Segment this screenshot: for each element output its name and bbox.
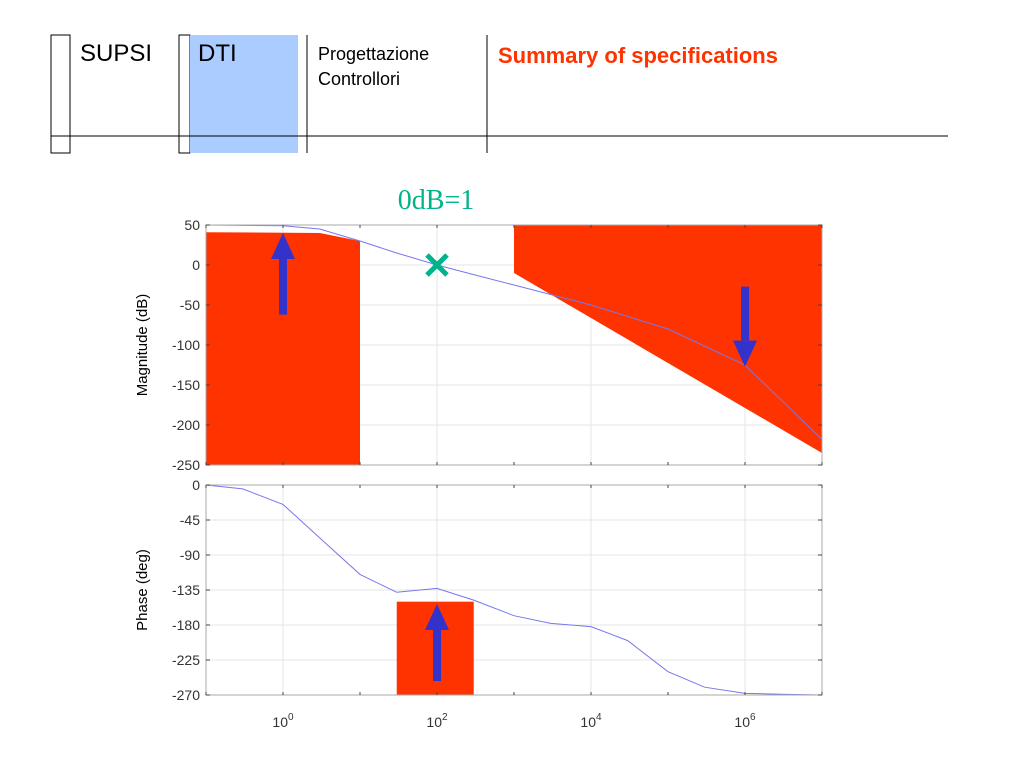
institution-label: SUPSI xyxy=(80,40,153,67)
cross-icon-stroke-b xyxy=(425,253,449,277)
phase-ytick-label: -225 xyxy=(172,652,200,668)
department-label: DTI xyxy=(198,40,237,67)
phase-ytick-label: -90 xyxy=(180,547,200,563)
magnitude-up-arrow-shaft xyxy=(279,259,287,315)
magnitude-series-line xyxy=(205,224,823,440)
magnitude-down-arrow-shaft xyxy=(741,286,749,341)
phase-ytick-label: -270 xyxy=(172,687,200,703)
cross-icon xyxy=(425,253,449,277)
magnitude-ytick-label: -200 xyxy=(172,417,200,433)
magnitude-up-arrow xyxy=(271,233,295,315)
magnitude-constraint-region-1 xyxy=(514,225,822,453)
xtick-label: 102 xyxy=(426,712,448,730)
magnitude-ytick-label: 50 xyxy=(184,217,200,233)
xtick-label: 100 xyxy=(272,712,294,730)
xtick-label: 104 xyxy=(580,712,602,730)
annotation-label: 0dB=1 xyxy=(398,185,474,216)
dti-highlight xyxy=(190,35,298,153)
xtick-label: 106 xyxy=(734,712,756,730)
magnitude-down-arrow-head xyxy=(733,340,757,367)
slide-title: Summary of specifications xyxy=(498,43,778,68)
magnitude-ytick-label: 0 xyxy=(192,257,200,273)
magnitude-ytick-label: -150 xyxy=(172,377,200,393)
phase-up-arrow-shaft xyxy=(433,630,441,681)
phase-up-arrow-head xyxy=(425,604,449,630)
magnitude-ytick-label: -50 xyxy=(180,297,200,313)
magnitude-constraint-region-0 xyxy=(206,232,360,465)
course-label: Progettazione Controllori xyxy=(318,44,430,89)
phase-ytick-label: -45 xyxy=(180,512,200,528)
phase-series-line xyxy=(205,484,823,696)
magnitude-ytick-label: -250 xyxy=(172,457,200,473)
phase-ytick-label: -180 xyxy=(172,617,200,633)
magnitude-ylabel: Magnitude (dB) xyxy=(134,294,151,397)
magnitude-down-arrow xyxy=(733,286,757,367)
magnitude-ytick-label: -100 xyxy=(172,337,200,353)
magnitude-up-arrow-head xyxy=(271,233,295,259)
header-box-left xyxy=(50,34,71,154)
phase-up-arrow xyxy=(425,604,449,681)
phase-ylabel: Phase (deg) xyxy=(134,549,151,631)
phase-ytick-label: 0 xyxy=(192,477,200,493)
phase-ytick-label: -135 xyxy=(172,582,200,598)
